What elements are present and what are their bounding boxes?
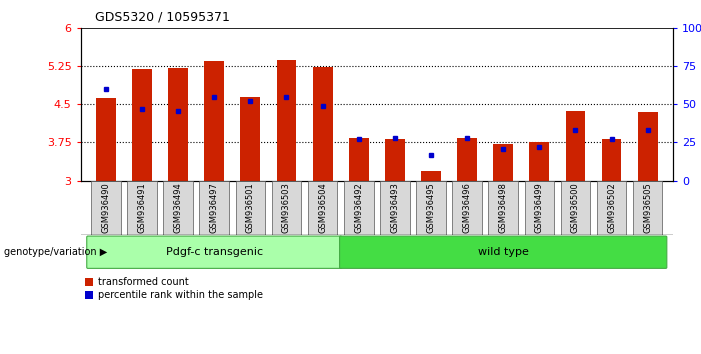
FancyBboxPatch shape [524,181,554,235]
Text: GSM936505: GSM936505 [644,182,652,233]
Bar [601,139,622,181]
Text: GDS5320 / 10595371: GDS5320 / 10595371 [95,11,229,24]
Text: GSM936499: GSM936499 [535,182,544,233]
FancyBboxPatch shape [597,181,627,235]
Bar [313,67,332,181]
FancyBboxPatch shape [489,181,518,235]
Bar [277,60,297,181]
Bar [494,144,513,181]
Bar [638,112,658,181]
Text: Pdgf-c transgenic: Pdgf-c transgenic [165,247,263,257]
Bar [385,139,404,181]
Text: GSM936502: GSM936502 [607,182,616,233]
Text: GSM936492: GSM936492 [354,182,363,233]
FancyBboxPatch shape [339,236,667,268]
Text: GSM936501: GSM936501 [246,182,255,233]
FancyBboxPatch shape [344,181,374,235]
Text: GSM936497: GSM936497 [210,182,219,233]
FancyBboxPatch shape [127,181,157,235]
Bar [168,68,188,181]
Text: wild type: wild type [478,247,529,257]
Text: GSM936491: GSM936491 [137,182,147,233]
Text: GSM936490: GSM936490 [102,182,110,233]
Text: GSM936496: GSM936496 [463,182,472,233]
FancyBboxPatch shape [380,181,409,235]
Text: GSM936500: GSM936500 [571,182,580,233]
Bar [96,98,116,181]
Text: GSM936494: GSM936494 [174,182,183,233]
FancyBboxPatch shape [91,181,121,235]
FancyBboxPatch shape [308,181,337,235]
FancyBboxPatch shape [633,181,662,235]
Text: genotype/variation ▶: genotype/variation ▶ [4,247,107,257]
Bar [566,110,585,181]
Bar [529,143,550,181]
Bar [240,97,260,181]
FancyBboxPatch shape [416,181,446,235]
FancyBboxPatch shape [163,181,193,235]
FancyBboxPatch shape [452,181,482,235]
Bar [204,61,224,181]
Text: GSM936495: GSM936495 [426,182,435,233]
FancyBboxPatch shape [272,181,301,235]
Bar [457,138,477,181]
FancyBboxPatch shape [87,236,342,268]
Text: GSM936498: GSM936498 [498,182,508,233]
Text: GSM936503: GSM936503 [282,182,291,233]
Bar [349,138,369,181]
Legend: transformed count, percentile rank within the sample: transformed count, percentile rank withi… [86,278,263,300]
Bar [421,171,441,181]
FancyBboxPatch shape [236,181,265,235]
FancyBboxPatch shape [200,181,229,235]
Text: GSM936504: GSM936504 [318,182,327,233]
FancyBboxPatch shape [561,181,590,235]
Bar [132,69,152,181]
Text: GSM936493: GSM936493 [390,182,400,233]
